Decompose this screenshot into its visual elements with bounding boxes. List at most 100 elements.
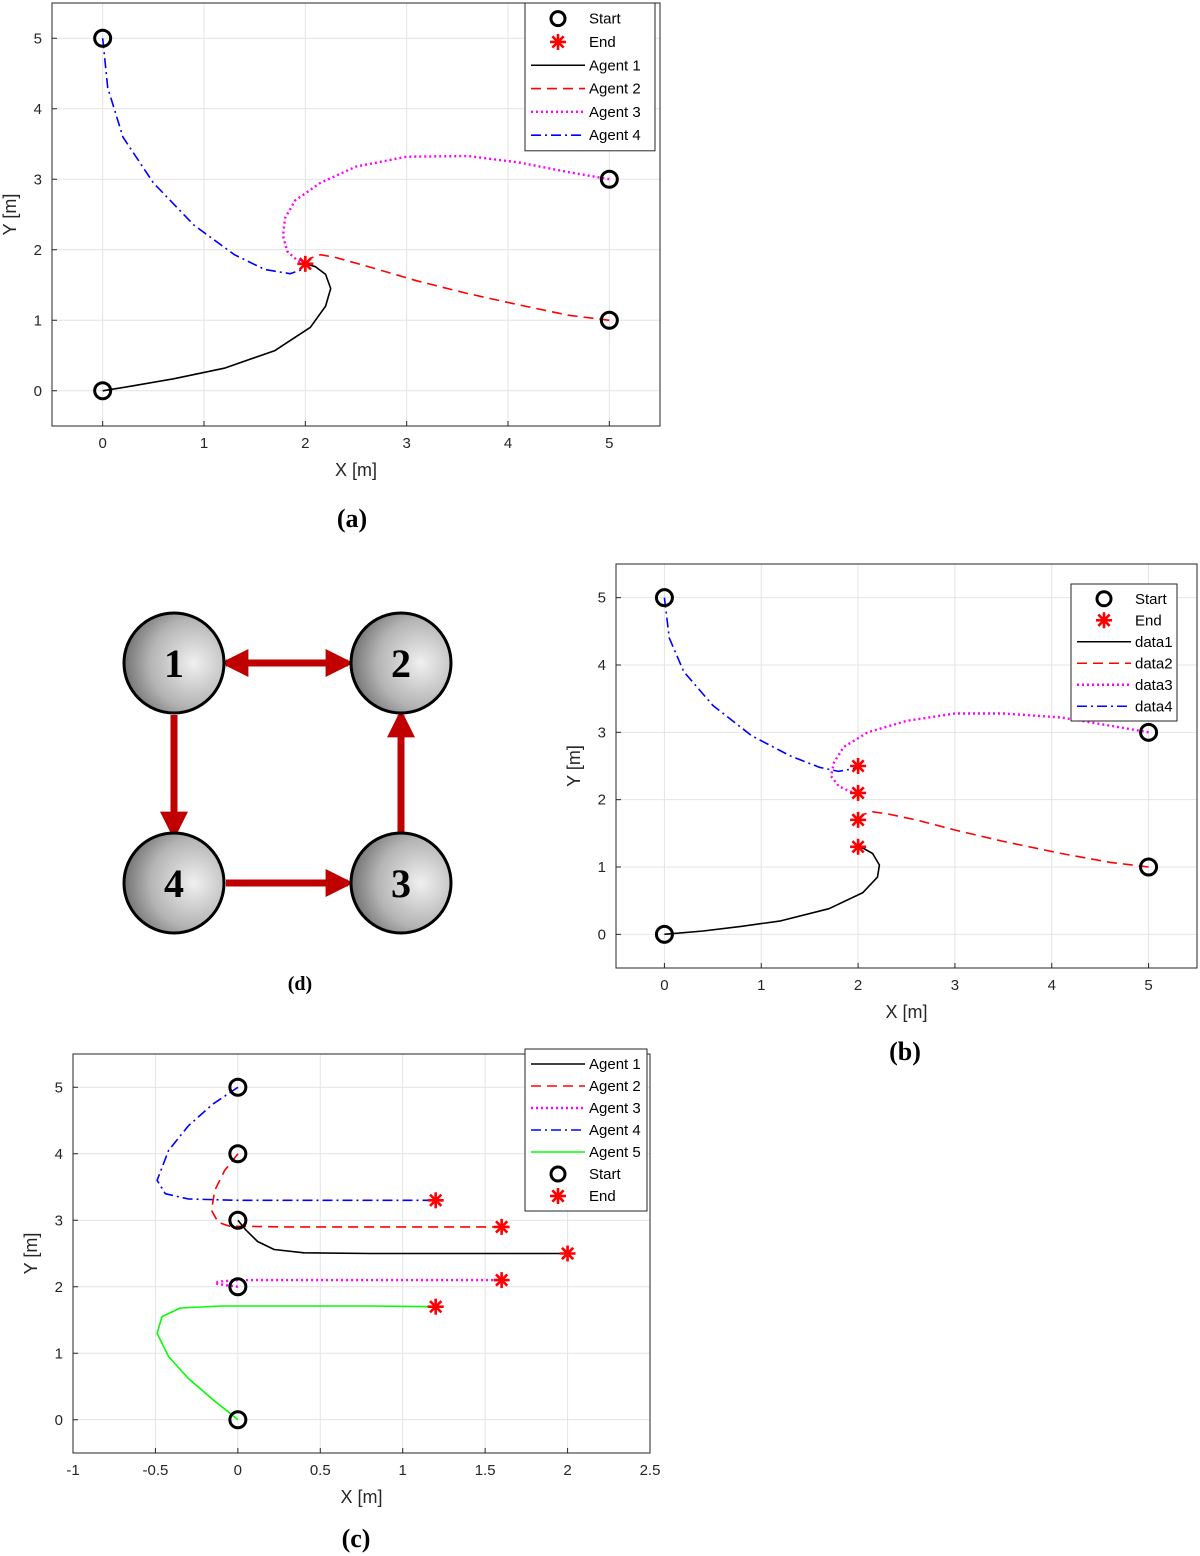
y-tick-label: 5 [598,590,606,607]
series-line-agent-1 [237,1219,568,1255]
x-tick-label: 2 [563,1462,571,1479]
y-tick-label: 0 [598,926,606,943]
y-tick-label: 5 [34,30,42,47]
y-tick-label: 0 [55,1412,63,1429]
start-marker [599,310,619,330]
legend-entry: Agent 4 [589,1122,641,1139]
legend-entry: Agent 3 [589,104,641,121]
x-tick-label: -0.5 [142,1462,168,1479]
end-marker [559,1245,576,1262]
y-tick-label: 0 [34,383,42,400]
end-marker [850,784,867,801]
y-tick-label: 1 [598,859,606,876]
end-marker [493,1272,510,1289]
caption-c: (c) [342,1524,371,1553]
x-axis-label: X [m] [335,460,377,480]
x-tick-label: 5 [1144,977,1152,994]
legend-entry: Agent 1 [589,1056,641,1073]
end-marker [850,758,867,774]
start-marker [228,1144,248,1164]
series-line-data2 [857,810,1149,868]
y-tick-label: 2 [598,792,606,809]
start-marker [93,381,113,401]
x-tick-label: 0 [234,1462,242,1479]
start-marker [654,924,674,944]
start-marker [1139,857,1159,877]
legend-entry: Agent 1 [589,57,641,74]
node-3: 3 [349,831,453,935]
series-line-agent-2 [210,1153,502,1228]
caption-d: (d) [288,973,312,995]
node-4-label: 4 [164,861,184,906]
series-line-agent-5 [156,1305,436,1421]
legend-entry: End [1135,612,1162,629]
series-line-data1 [664,846,881,936]
start-marker [228,1410,248,1430]
series-line-agent-1 [102,263,332,392]
end-marker [850,811,867,828]
axes-box [615,563,1198,969]
legend-start-symbol [549,10,567,28]
node-1: 1 [122,611,226,715]
y-tick-label: 1 [55,1345,63,1362]
end-marker [850,838,867,855]
legend-entry: Agent 2 [589,81,641,98]
x-tick-label: 3 [402,435,410,452]
start-marker [228,1277,248,1297]
chart-panel-a: 0 1 2 3 4 5 0 1 2 3 4 5 X [m] Y [m] Start End Agent 1 Age… [0,2,661,533]
y-tick-label: 3 [34,171,42,188]
x-tick-label: 5 [605,435,613,452]
series-line-agent-3 [281,154,610,265]
x-tick-label: 1 [399,1462,407,1479]
x-tick-label: 0 [660,977,668,994]
y-tick-label: 4 [55,1146,63,1163]
legend-entry: End [589,1188,616,1205]
x-tick-label: 1 [200,435,208,452]
legend-entry: Agent 2 [589,1078,641,1095]
x-tick-label: 4 [504,435,512,452]
legend-box [1070,583,1178,722]
node-3-label: 3 [391,861,411,906]
node-2: 2 [349,611,453,715]
caption-a: (a) [337,504,367,533]
caption-b: (b) [889,1037,921,1066]
node-1-label: 1 [164,641,184,686]
legend-entry: Agent 5 [589,1144,641,1161]
series-line-agent-4 [101,38,307,275]
y-tick-label: 5 [55,1079,63,1096]
end-marker [427,1192,444,1209]
axes-box [72,1053,651,1454]
y-tick-label: 4 [34,101,42,118]
legend-entry: Agent 4 [589,127,641,144]
y-axis-label: Y [m] [564,745,584,787]
series-line-agent-4 [156,1086,436,1202]
y-axis-label: Y [m] [21,1233,41,1275]
x-tick-label: 1 [757,977,765,994]
x-tick-label: 3 [951,977,959,994]
start-marker [228,1210,248,1230]
legend-entry: Start [589,11,622,28]
series-line-agent-2 [304,253,610,322]
legend-end-symbol [550,33,566,50]
x-tick-label: 4 [1048,977,1056,994]
chart-panel-b: 0 1 2 3 4 5 0 1 2 3 4 5 X [m] Y [m] Start End data1 data2… [564,563,1198,1066]
start-marker [93,28,113,48]
legend-entry: data4 [1135,698,1173,715]
x-tick-label: 0.5 [310,1462,331,1479]
legend-entry: data1 [1135,634,1173,651]
x-tick-label: -1 [66,1462,79,1479]
legend-start-symbol [1095,590,1113,608]
y-tick-label: 3 [55,1212,63,1229]
legend-entry: Start [1135,591,1168,608]
legend-entry: Start [589,1166,622,1183]
end-marker [427,1298,444,1315]
series-line-agent-3 [213,1278,502,1288]
x-tick-label: 2 [301,435,309,452]
legend-entry: data3 [1135,677,1173,694]
end-marker [297,255,314,272]
diagram-panel-d: 1 2 3 4 (d) [122,611,453,995]
x-tick-label: 2.5 [640,1462,661,1479]
x-axis-label: X [m] [885,1002,927,1022]
x-tick-label: 2 [854,977,862,994]
